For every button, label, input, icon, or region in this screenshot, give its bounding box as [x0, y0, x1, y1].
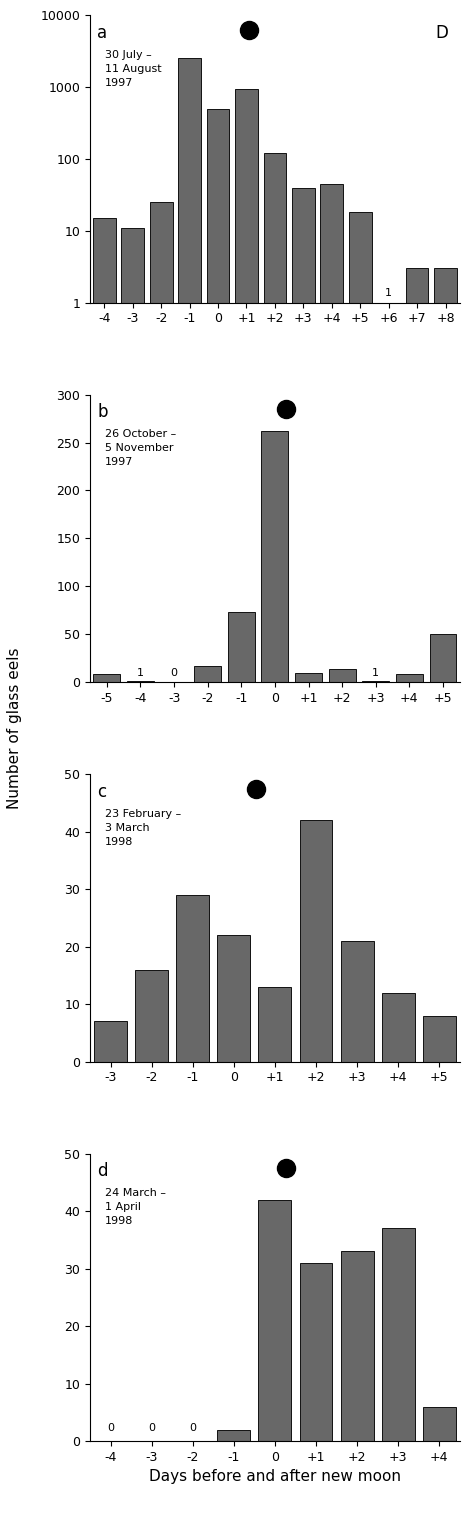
Text: 26 October –
5 November
1997: 26 October – 5 November 1997 [105, 429, 176, 467]
X-axis label: Days before and after new moon: Days before and after new moon [149, 1470, 401, 1485]
Text: Number of glass eels: Number of glass eels [7, 648, 22, 809]
Text: b: b [98, 404, 108, 422]
Bar [328, 669, 356, 683]
Bar [434, 269, 457, 1517]
Text: a: a [98, 24, 108, 42]
Bar [292, 188, 315, 1517]
Text: 1: 1 [137, 669, 144, 678]
Bar [300, 821, 332, 1062]
Bar [341, 1252, 374, 1441]
Text: 1: 1 [372, 669, 379, 678]
Bar [377, 303, 400, 1517]
Bar [94, 1021, 127, 1062]
Bar [349, 212, 372, 1517]
Bar [194, 666, 221, 683]
Bar [150, 202, 173, 1517]
Text: 0: 0 [189, 1423, 196, 1432]
Text: d: d [98, 1162, 108, 1180]
Bar [320, 184, 343, 1517]
Bar [429, 634, 456, 683]
Bar [341, 941, 374, 1062]
Text: 24 March –
1 April
1998: 24 March – 1 April 1998 [105, 1188, 166, 1226]
Text: 0: 0 [148, 1423, 155, 1432]
Text: 1: 1 [385, 288, 392, 299]
Text: 0: 0 [171, 669, 178, 678]
Bar [382, 1229, 415, 1441]
Bar [382, 992, 415, 1062]
Bar [258, 988, 292, 1062]
Bar [121, 228, 144, 1517]
Bar [264, 153, 286, 1517]
Bar [423, 1406, 456, 1441]
Text: 0: 0 [107, 1423, 114, 1432]
Bar [295, 672, 322, 683]
Bar [207, 109, 229, 1517]
Bar [406, 269, 428, 1517]
Bar [262, 431, 288, 683]
Text: 23 February –
3 March
1998: 23 February – 3 March 1998 [105, 809, 181, 846]
Bar [423, 1016, 456, 1062]
Bar [93, 675, 120, 683]
Bar [176, 895, 209, 1062]
Bar [135, 969, 168, 1062]
Bar [218, 1429, 250, 1441]
Text: c: c [98, 783, 107, 801]
Text: 30 July –
11 August
1997: 30 July – 11 August 1997 [105, 50, 162, 88]
Bar [93, 218, 116, 1517]
Bar [218, 934, 250, 1062]
Bar [228, 613, 255, 683]
Bar [235, 88, 258, 1517]
Text: D: D [436, 24, 449, 42]
Bar [258, 1200, 292, 1441]
Bar [300, 1264, 332, 1441]
Bar [178, 59, 201, 1517]
Bar [396, 674, 423, 683]
